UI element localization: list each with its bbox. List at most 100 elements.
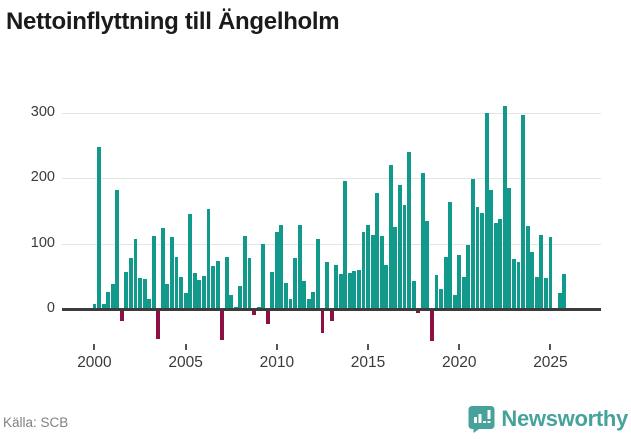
bar-positive (361, 232, 366, 309)
bar-positive (411, 281, 416, 309)
bar-positive (124, 272, 129, 309)
bar-positive (352, 271, 357, 309)
bar-positive (274, 231, 279, 309)
bar-positive (452, 294, 457, 309)
x-axis-tick (184, 344, 187, 350)
x-axis-tick (367, 344, 370, 350)
bar-positive (516, 262, 521, 309)
bar-positive (370, 234, 375, 309)
bar-negative (429, 310, 434, 341)
bar-negative (320, 310, 325, 333)
x-axis-label: 2015 (350, 354, 386, 371)
bar-positive (457, 254, 462, 309)
chart-title: Nettoinflyttning till Ängelholm (6, 8, 340, 35)
bar-positive (475, 207, 480, 309)
bar-positive (388, 164, 393, 309)
bar-positive (507, 187, 512, 309)
bar-positive (110, 284, 115, 309)
newsworthy-icon (468, 406, 495, 433)
bar-positive (261, 243, 266, 309)
bar-positive (470, 178, 475, 309)
bar-negative (220, 310, 225, 341)
bar-positive (311, 291, 316, 309)
zero-axis-line (62, 308, 601, 311)
bar-positive (398, 185, 402, 309)
bar-positive (334, 265, 339, 309)
bar-positive (407, 151, 412, 309)
bar-positive (224, 256, 229, 309)
bar-positive (306, 298, 311, 309)
bar-positive (562, 273, 567, 309)
x-axis-label: 2000 (77, 354, 112, 371)
source-label: Källa: SCB (3, 415, 69, 430)
bar-positive (325, 261, 329, 309)
bar-positive (434, 274, 439, 309)
bar-positive (480, 212, 484, 309)
bar-positive (183, 292, 188, 309)
bar-negative (416, 310, 421, 313)
bar-positive (128, 257, 133, 309)
bar-positive (174, 256, 179, 309)
bar-positive (521, 115, 526, 309)
bar-positive (448, 201, 453, 309)
x-axis-label: 2010 (259, 354, 295, 371)
bar-positive (284, 283, 288, 309)
gridline-300 (62, 112, 601, 114)
bar-positive (356, 269, 361, 309)
bar-positive (543, 277, 548, 309)
bar-positive (379, 235, 384, 309)
bar-negative (265, 310, 270, 325)
bar-positive (270, 271, 275, 309)
bar-positive (393, 227, 398, 309)
bar-positive (279, 224, 284, 309)
bar-positive (534, 276, 539, 309)
x-axis-label: 2020 (442, 354, 477, 371)
bar-positive (106, 291, 111, 309)
bar-positive (466, 244, 471, 309)
bar-positive (197, 279, 202, 309)
bar-positive (315, 238, 320, 309)
bar-negative (156, 310, 161, 340)
bar-positive (101, 303, 106, 309)
bar-positive (242, 236, 247, 309)
bar-positive (402, 204, 407, 309)
bar-positive (133, 238, 138, 309)
y-axis-label: 200 (30, 169, 55, 185)
x-axis-tick (93, 344, 96, 350)
bar-positive (97, 146, 101, 309)
bar-positive (420, 173, 425, 309)
bar-positive (384, 265, 389, 309)
x-axis-label: 2005 (168, 354, 203, 371)
bar-positive (493, 222, 498, 309)
bar-positive (443, 257, 448, 309)
y-axis-label: 100 (30, 234, 55, 251)
bar-positive (375, 193, 380, 309)
x-axis-tick (458, 344, 461, 350)
bar-positive (229, 294, 234, 309)
bar-positive (502, 105, 507, 309)
bar-positive (192, 272, 197, 309)
bar-positive (142, 278, 147, 309)
bar-positive (215, 261, 220, 309)
bar-positive (170, 236, 174, 309)
bar-positive (530, 252, 535, 309)
bar-positive (211, 266, 215, 309)
gridline-200 (62, 178, 601, 179)
newsworthy-logo[interactable]: Newsworthy (468, 405, 628, 433)
bar-positive (343, 180, 348, 309)
x-axis-label: 2025 (533, 354, 568, 371)
bar-positive (557, 292, 562, 309)
bar-positive (92, 304, 97, 309)
bar-positive (206, 209, 211, 309)
bar-positive (548, 236, 553, 309)
bar-negative (119, 310, 124, 322)
bar-positive (188, 214, 193, 309)
bar-positive (512, 258, 516, 309)
bar-positive (439, 289, 443, 309)
bar-positive (297, 224, 302, 309)
bar-positive (201, 276, 206, 309)
bar-negative (252, 310, 256, 316)
bar-positive (160, 227, 165, 309)
